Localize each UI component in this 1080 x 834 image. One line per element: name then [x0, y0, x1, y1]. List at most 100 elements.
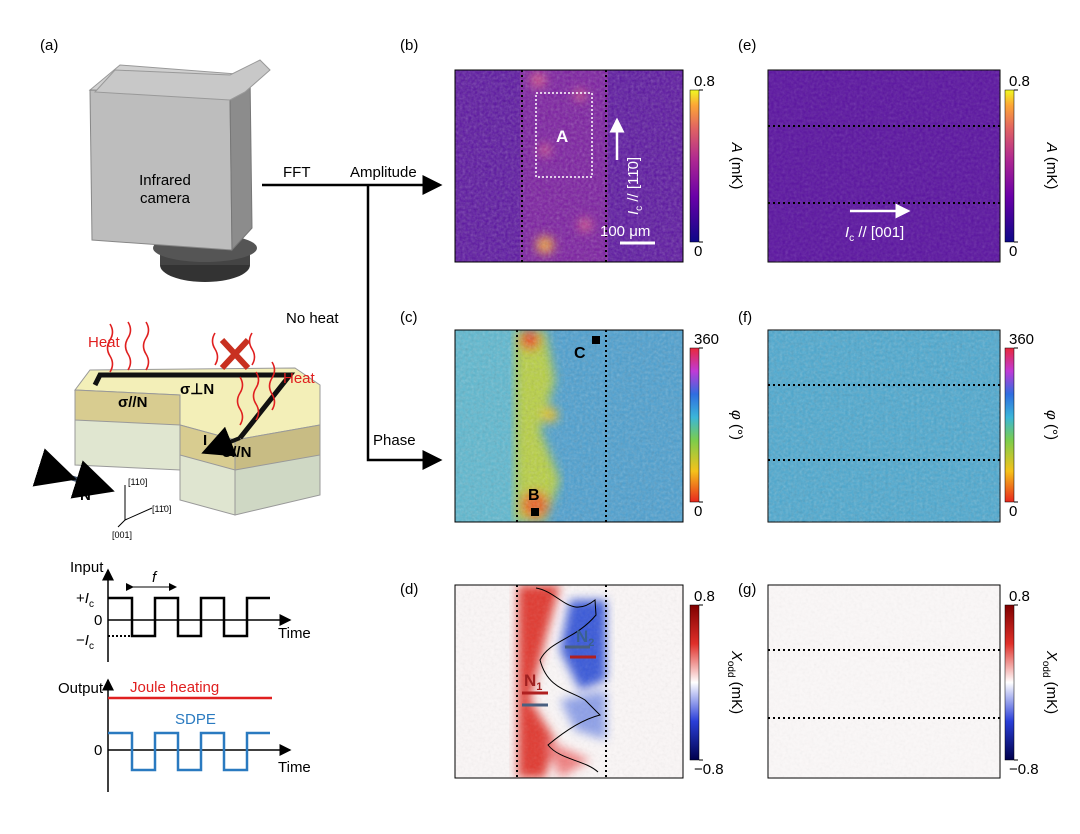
- axis-label: [001]: [112, 530, 132, 540]
- colorbar-tick-label: 0: [1009, 503, 1017, 520]
- panel-label: (b): [400, 37, 418, 54]
- edge-line: [768, 125, 1000, 204]
- amplitude-map: [455, 70, 683, 262]
- joule-label: Joule heating: [130, 679, 219, 696]
- current-label: Ic // [001]: [845, 224, 904, 244]
- colorbar: [1004, 604, 1015, 761]
- colorbar-tick-label: 0.8: [1009, 73, 1030, 90]
- edge-line: [516, 330, 607, 522]
- domain-wall: [535, 587, 601, 773]
- label-unit: (°): [728, 420, 745, 440]
- panel-label: (a): [40, 37, 58, 54]
- label-symbol: A: [1043, 142, 1060, 153]
- label-sub: odd: [725, 661, 736, 678]
- level-label: −Ic: [76, 632, 94, 652]
- colorbar-tick-label: 0.8: [1009, 588, 1030, 605]
- current-label: Ic // [11̄0]: [625, 157, 645, 215]
- phase-label: Phase: [373, 432, 416, 449]
- camera: [88, 59, 271, 282]
- current-label: I: [203, 432, 207, 449]
- level-label: +Ic: [76, 590, 94, 610]
- no-heat-label: No heat: [286, 310, 339, 327]
- sdpe-label: SDPE: [175, 711, 216, 728]
- domain-label: N2: [576, 627, 594, 649]
- colorbar: [689, 89, 700, 243]
- label-symbol: φ: [1043, 410, 1060, 420]
- colorbar: [1004, 89, 1015, 243]
- colorbar: [689, 347, 700, 503]
- panel-label: (f): [738, 309, 752, 326]
- colorbar-label: A (mK): [1043, 142, 1060, 190]
- point: [531, 508, 539, 516]
- sigma-label: σ⊥N: [180, 381, 214, 398]
- colorbar-tick-label: 360: [694, 331, 719, 348]
- axis-label: [11̄0]: [152, 504, 171, 514]
- label-sub: odd: [1040, 661, 1051, 678]
- panel-label: (c): [400, 309, 418, 326]
- colorbar-label: A (mK): [728, 142, 745, 190]
- point: [592, 336, 600, 344]
- label-unit: (mK): [728, 153, 745, 190]
- device: [32, 321, 321, 528]
- edge-line: [521, 70, 607, 262]
- label-symbol: X: [1043, 650, 1060, 662]
- scale-label: 100 μm: [600, 223, 650, 240]
- fft-label: FFT: [283, 164, 311, 181]
- label-symbol: A: [728, 142, 745, 153]
- frame: [454, 69, 684, 263]
- colorbar-label: Xodd (mK): [1040, 650, 1060, 714]
- level-label: 0: [94, 742, 102, 759]
- heat-label: Heat: [88, 334, 121, 351]
- noise: [768, 585, 1000, 778]
- colorbar-label: φ (°): [1043, 410, 1060, 440]
- roi: [535, 92, 593, 178]
- colorbar-tick-label: 0: [694, 503, 702, 520]
- colorbar-label: Xodd (mK): [725, 650, 745, 714]
- colorbar-tick-label: 0: [694, 243, 702, 260]
- label-unit: (°): [1043, 420, 1060, 440]
- output-label: Output: [58, 680, 104, 697]
- heat-label: Heat: [283, 370, 316, 387]
- amplitude-label: Amplitude: [350, 164, 417, 181]
- frequency-label: f: [152, 569, 158, 586]
- time-label: Time: [278, 625, 311, 642]
- edge-line: [768, 649, 1000, 719]
- colorbar-tick-label: −0.8: [694, 761, 724, 778]
- point-label: B: [528, 487, 540, 504]
- colorbar-tick-label: 0: [1009, 243, 1017, 260]
- phase-map: [455, 330, 683, 522]
- noise: [768, 70, 1000, 262]
- colorbar-tick-label: 0.8: [694, 588, 715, 605]
- axis-label: [110]: [128, 477, 147, 487]
- camera-label: Infrared: [139, 172, 191, 189]
- sigma-label: σ//N: [222, 444, 251, 461]
- arrow: [366, 185, 443, 470]
- panel-label: (e): [738, 37, 756, 54]
- neel-label: N: [80, 487, 91, 504]
- colorbar-tick-label: 360: [1009, 331, 1034, 348]
- colorbar: [1004, 347, 1015, 503]
- colorbar-label: φ (°): [728, 410, 745, 440]
- noise: [768, 330, 1000, 522]
- point-label: C: [574, 345, 586, 362]
- label-unit: (mK): [728, 678, 745, 715]
- label-unit: (mK): [1043, 153, 1060, 190]
- odd-map: [455, 585, 683, 778]
- label-unit: (mK): [1043, 678, 1060, 715]
- time-label: Time: [278, 759, 311, 776]
- edge-line: [768, 384, 1000, 461]
- frame: [454, 584, 684, 779]
- waveforms: [102, 568, 292, 792]
- panel-label: (g): [738, 581, 756, 598]
- colorbar-tick-label: 0.8: [694, 73, 715, 90]
- panel-label: (d): [400, 581, 418, 598]
- domain-label: N1: [524, 671, 542, 693]
- label-symbol: φ: [728, 410, 745, 420]
- frame: [454, 329, 684, 523]
- label-symbol: X: [728, 650, 745, 662]
- level-label: 0: [94, 612, 102, 629]
- input-label: Input: [70, 559, 104, 576]
- camera-label: camera: [140, 190, 191, 207]
